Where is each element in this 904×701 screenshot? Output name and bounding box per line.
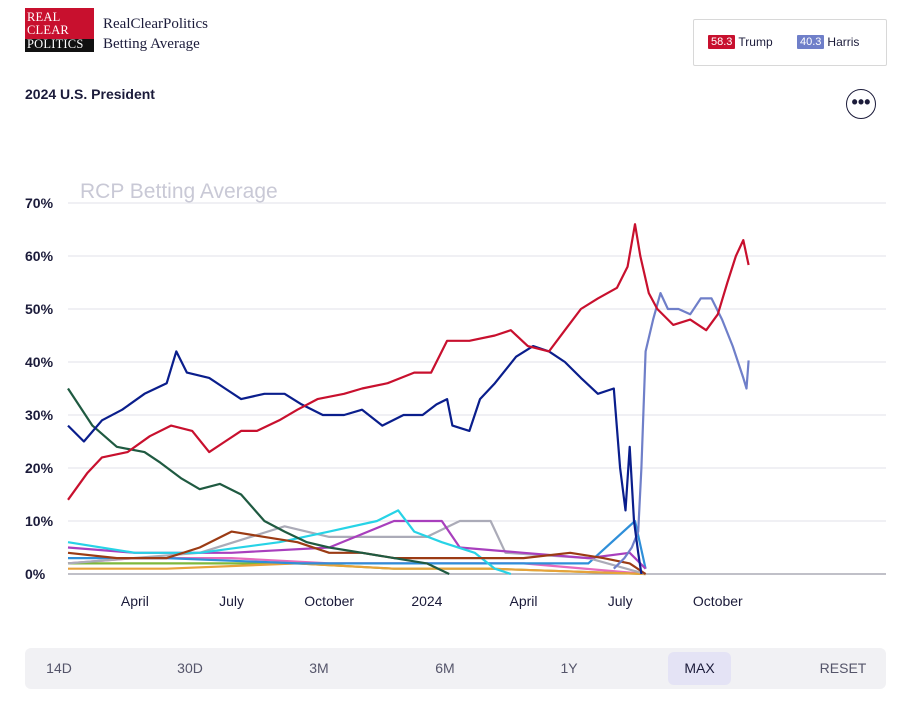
line-chart: RCP Betting Average 0% 10% 20% 30% 40% 50% 60%… <box>25 180 886 609</box>
y-tick-label: 40% <box>25 354 54 370</box>
legend-box: 58.3 Trump 40.3 Harris <box>693 19 887 66</box>
range-reset-button[interactable]: RESET <box>819 660 867 676</box>
range-6m-button[interactable]: 6M <box>435 660 455 676</box>
y-tick-label: 0% <box>25 566 46 582</box>
y-tick-label: 20% <box>25 460 54 476</box>
series-line-m-obama <box>67 519 647 570</box>
logo-line-2: CLEAR <box>27 23 69 37</box>
range-14d-button[interactable]: 14D <box>46 660 72 676</box>
legend-harris-name: Harris <box>827 35 860 49</box>
rcp-logo[interactable]: REAL CLEAR POLITICS <box>25 8 94 52</box>
chart-title: RCP Betting Average <box>80 180 278 203</box>
legend-harris-value: 40.3 <box>797 35 825 49</box>
x-tick-label: July <box>608 593 633 609</box>
logo-line-1: REAL <box>27 10 61 24</box>
legend-trump: 58.3 Trump <box>708 35 773 49</box>
x-tick-label: July <box>219 593 244 609</box>
series-line-harris <box>613 292 750 570</box>
y-tick-label: 10% <box>25 513 54 529</box>
page-title: 2024 U.S. President <box>25 86 155 102</box>
y-tick-label: 30% <box>25 407 54 423</box>
series-lines <box>67 223 750 576</box>
x-tick-label: April <box>510 593 538 609</box>
legend-trump-value: 58.3 <box>708 35 736 49</box>
grid <box>68 202 886 575</box>
y-axis: 0% 10% 20% 30% 40% 50% 60% 70% <box>25 195 54 582</box>
range-3m-button[interactable]: 3M <box>309 660 329 676</box>
y-tick-label: 70% <box>25 195 54 211</box>
logo-bar <box>25 39 94 52</box>
x-tick-label: April <box>121 593 149 609</box>
logo-line-3: POLITICS <box>27 37 84 51</box>
series-line-newsom <box>67 530 647 575</box>
y-tick-label: 60% <box>25 248 54 264</box>
range-30d-button[interactable]: 30D <box>177 660 203 676</box>
brand-line-2: Betting Average <box>103 36 200 52</box>
series-line-biden <box>67 345 643 575</box>
series-line-desantis <box>67 387 450 575</box>
range-1y-button[interactable]: 1Y <box>560 660 578 676</box>
series-line-whitmer <box>68 519 647 569</box>
legend-harris: 40.3 Harris <box>797 35 859 49</box>
x-tick-label: October <box>304 593 354 609</box>
x-tick-label: October <box>693 593 743 609</box>
y-tick-label: 50% <box>25 301 54 317</box>
range-selector: 14D 30D 3M 6M 1Y MAX RESET <box>25 648 886 689</box>
more-options-button[interactable]: ••• <box>846 89 876 119</box>
x-axis: April July October 2024 April July October <box>121 593 743 609</box>
series-line-haley <box>67 509 512 576</box>
x-tick-label: 2024 <box>411 593 442 609</box>
legend-trump-name: Trump <box>738 35 773 49</box>
brand-title: RealClearPolitics Betting Average <box>103 14 208 54</box>
brand-line-1: RealClearPolitics <box>103 16 208 32</box>
range-max-button[interactable]: MAX <box>668 652 731 685</box>
series-line-rfk-jr- <box>68 562 646 576</box>
series-line-trump <box>67 223 750 501</box>
